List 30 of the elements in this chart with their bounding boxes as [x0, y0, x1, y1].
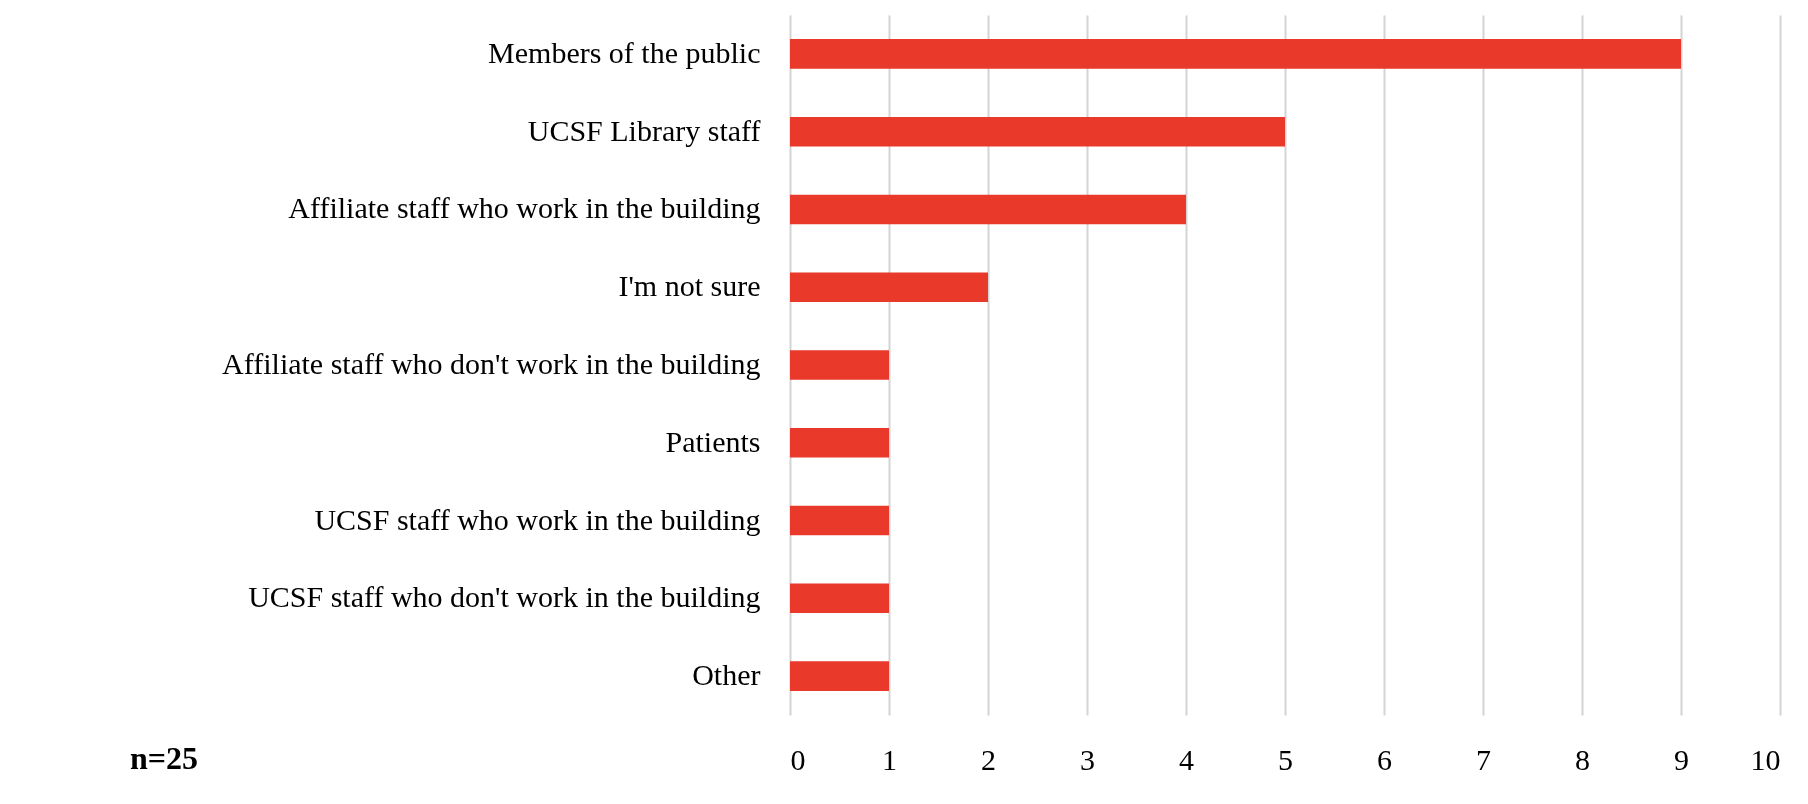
x-tick-label: 5 — [1278, 742, 1293, 776]
y-tick-label: Other — [692, 658, 761, 692]
x-tick-label: 4 — [1179, 742, 1194, 776]
x-tick-label: 9 — [1674, 742, 1689, 776]
y-tick-label: UCSF Library staff — [527, 113, 761, 147]
x-tick-label: 10 — [1750, 742, 1781, 776]
bar — [790, 350, 889, 380]
bar — [790, 583, 889, 614]
y-tick-label: Affiliate staff who don't work in the building — [222, 347, 761, 380]
bar — [790, 505, 889, 536]
bar — [790, 39, 1681, 69]
x-tick-label: 7 — [1476, 742, 1491, 776]
y-tick-label: UCSF staff who work in the building — [314, 502, 761, 536]
x-tick-label: 1 — [882, 742, 897, 776]
x-tick-label: 2 — [981, 742, 996, 776]
x-tick-label: 3 — [1080, 742, 1095, 776]
y-tick-label: Members of the public — [488, 35, 761, 69]
x-tick-label: 6 — [1377, 742, 1392, 776]
bar — [790, 194, 1186, 225]
y-tick-label: UCSF staff who don't work in the building — [248, 580, 761, 614]
bar — [790, 661, 889, 691]
bar — [790, 428, 889, 458]
x-tick-label: 0 — [790, 742, 806, 776]
bar — [790, 272, 988, 302]
y-tick-label: Patients — [665, 424, 761, 458]
text: n=25 — [130, 740, 199, 777]
y-tick-label: Affiliate staff who work in the building — [288, 191, 761, 225]
y-tick-label: I'm not sure — [618, 269, 761, 303]
bar — [790, 116, 1285, 147]
x-tick-label: 8 — [1575, 742, 1590, 776]
